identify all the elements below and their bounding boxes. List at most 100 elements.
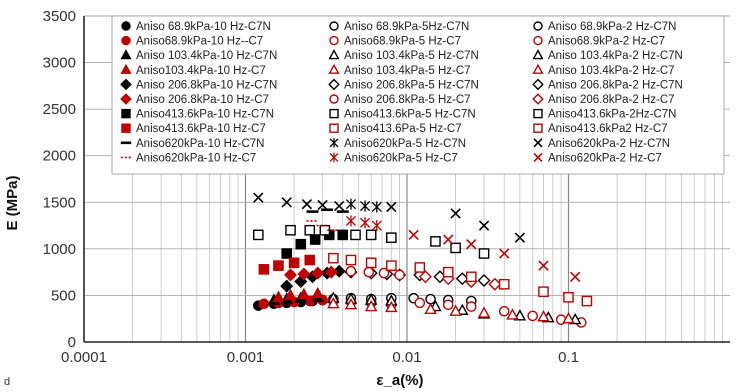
data-point <box>385 300 398 313</box>
data-point <box>253 192 264 203</box>
data-point <box>477 274 491 288</box>
data-point <box>498 278 510 290</box>
legend-label: Aniso413.6Pa-5 Hz-C7 <box>344 123 462 135</box>
data-point <box>477 306 491 318</box>
data-point <box>538 286 549 298</box>
data-point <box>424 302 437 315</box>
legend-marker <box>329 123 339 133</box>
legend-marker <box>532 49 544 60</box>
data-point <box>295 238 307 250</box>
legend: Aniso 68.9kPa-10 Hz-C7N Aniso 68.9kPa-5Hz… <box>111 15 725 175</box>
data-point <box>449 304 462 316</box>
legend-marker <box>533 21 543 31</box>
series-29 <box>408 229 581 282</box>
legend-label: Aniso413.6kPa-10 Hz-C7N <box>136 109 274 121</box>
y-tick-label: 3000 <box>43 55 76 72</box>
data-point <box>514 232 526 243</box>
y-tick-label: 1000 <box>43 241 76 258</box>
data-point <box>506 308 519 320</box>
data-point <box>337 229 349 241</box>
legend-label: Aniso 103.4kPa-10 Hz-C7N <box>136 50 277 62</box>
legend-marker <box>121 35 131 46</box>
legend-marker <box>121 108 131 119</box>
legend-label: Aniso413.6kPa2 Hz-C7 <box>548 123 668 135</box>
legend-marker <box>532 63 544 74</box>
y-tick-label: 500 <box>51 287 76 304</box>
data-point <box>311 286 324 299</box>
data-point <box>317 199 328 211</box>
data-point <box>456 303 469 315</box>
legend-marker <box>329 35 339 46</box>
legend-label: Aniso620kPa-5 Hz-C7N <box>344 138 466 150</box>
data-point <box>425 293 436 305</box>
series-2 <box>408 292 477 307</box>
legend-marker <box>533 138 543 148</box>
data-point <box>344 298 358 310</box>
legend-label: Aniso 68.9kPa-5Hz-C7N <box>344 21 469 33</box>
legend-label: Aniso 206.8kPa-10 Hz-C7 <box>136 94 269 106</box>
legend-marker <box>533 35 543 46</box>
data-point <box>332 264 346 278</box>
legend-label: Aniso620kPa-10 Hz-C7 <box>136 152 256 164</box>
legend-label: Aniso 103.4kPa-2 Hz-C7 <box>548 65 675 77</box>
legend-marker <box>328 78 340 91</box>
legend-marker <box>120 78 132 91</box>
legend-marker <box>121 21 131 31</box>
data-point <box>537 310 550 322</box>
data-point <box>297 287 311 300</box>
data-point <box>450 208 461 219</box>
data-point <box>363 266 375 278</box>
data-point <box>285 224 296 236</box>
data-point <box>360 200 371 212</box>
data-point <box>345 254 357 266</box>
data-point <box>328 252 339 264</box>
series-22 <box>328 252 397 271</box>
data-point <box>311 266 325 280</box>
data-point <box>327 297 340 309</box>
legend-marker <box>533 108 543 119</box>
legend-marker <box>533 152 543 162</box>
data-point <box>442 266 454 278</box>
legend-label: Aniso413.6kPa-2Hz-C7N <box>548 109 676 121</box>
series-28 <box>345 215 382 232</box>
data-point <box>333 200 345 212</box>
data-point <box>498 305 510 317</box>
legend-marker <box>532 78 544 91</box>
data-point <box>478 220 490 231</box>
legend-label: Aniso 206.8kPa-2 Hz-C7 <box>548 94 675 106</box>
series-15 <box>284 265 338 282</box>
data-point <box>297 267 311 281</box>
data-point <box>280 279 294 293</box>
legend-label: Aniso 206.8kPa-2 Hz-C7N <box>548 79 683 91</box>
data-point <box>309 234 321 245</box>
data-point <box>450 242 461 254</box>
data-point <box>563 291 574 303</box>
data-point <box>386 201 397 213</box>
data-point <box>371 220 382 232</box>
legend-label: Aniso413.6kPa-5 Hz-C7N <box>344 109 476 121</box>
legend-label: Aniso 206.8kPa-5 Hz-C7 <box>344 94 471 106</box>
data-points <box>252 192 593 328</box>
legend-marker <box>532 93 544 105</box>
legend-label: Aniso68.9kPa-2 Hz-C7 <box>548 36 665 48</box>
data-point <box>304 224 316 236</box>
data-point <box>365 229 377 241</box>
data-point <box>273 260 284 271</box>
data-point <box>284 288 297 301</box>
legend-marker <box>329 138 339 148</box>
data-point <box>364 299 378 312</box>
data-point <box>345 215 357 227</box>
data-point <box>442 299 454 311</box>
series-11 <box>424 302 575 324</box>
data-point <box>570 271 581 282</box>
data-point <box>272 290 285 302</box>
y-tick-label: 2000 <box>43 148 76 165</box>
data-point <box>258 298 270 310</box>
data-point <box>365 257 377 269</box>
series-23 <box>414 262 593 307</box>
x-tick-label: 0.001 <box>227 349 265 366</box>
legend-box <box>111 15 725 175</box>
data-point <box>499 248 510 259</box>
data-point <box>304 254 316 266</box>
